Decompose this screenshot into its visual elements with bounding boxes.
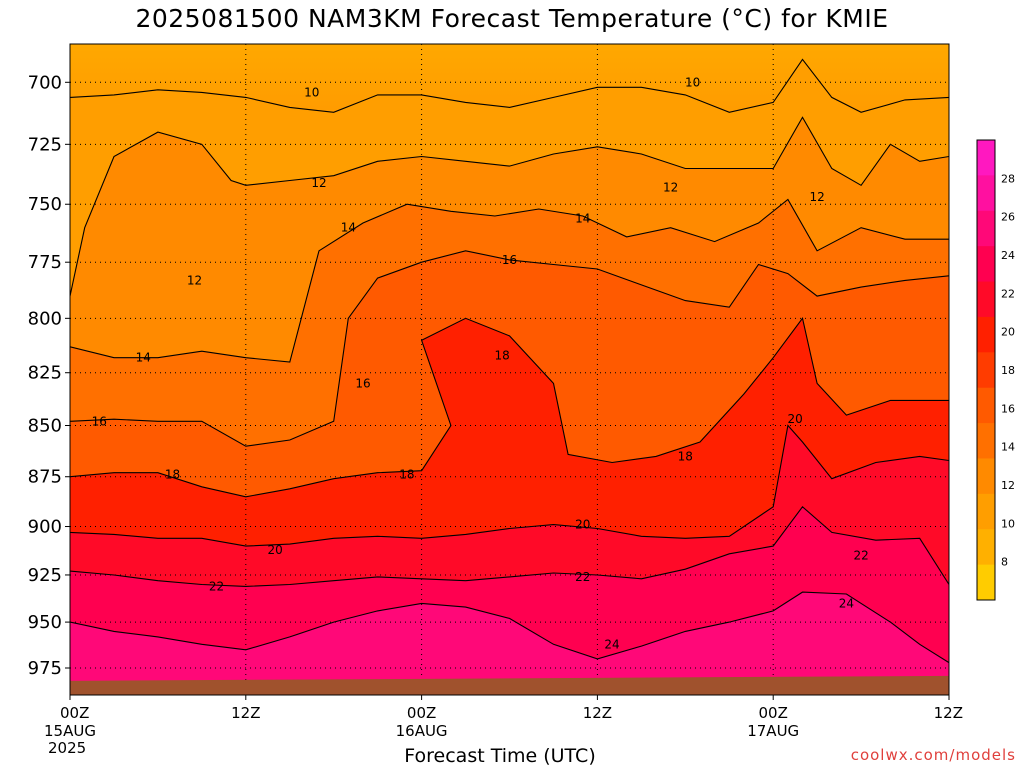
y-tick-label-925: 925: [28, 565, 62, 586]
contour-label-14: 14: [136, 351, 151, 365]
colorbar-tick-26: 26: [1001, 211, 1015, 224]
contour-line-12: [70, 116, 949, 297]
colorbar-tick-24: 24: [1001, 249, 1015, 262]
contour-label-10: 10: [304, 85, 319, 99]
colorbar-tick-18: 18: [1001, 364, 1015, 377]
contour-label-20: 20: [788, 412, 803, 426]
contour-label-14: 14: [575, 211, 590, 225]
site-credit: coolwx.com/models: [850, 746, 1016, 764]
colorbar-segment: [977, 387, 995, 424]
colorbar-tick-14: 14: [1001, 441, 1015, 454]
contour-line-20: [70, 424, 949, 547]
x-tick-date: 17AUG: [747, 722, 799, 740]
y-tick-label-775: 775: [28, 252, 62, 273]
contour-label-12: 12: [810, 190, 825, 204]
y-tick-label-850: 850: [28, 415, 62, 436]
colorbar-segment: [977, 352, 995, 389]
colorbar-tick-8: 8: [1001, 556, 1008, 569]
contour-label-18: 18: [165, 468, 180, 482]
colorbar-frame: [976, 139, 996, 601]
colorbar-segment: [977, 564, 995, 601]
contour-label-24: 24: [604, 637, 619, 651]
contour-line-14: [70, 198, 949, 363]
contour-label-24: 24: [839, 596, 854, 610]
x-axis-label: Forecast Time (UTC): [404, 745, 596, 767]
x-tick-year: 2025: [48, 739, 86, 757]
colorbar-segment: [977, 529, 995, 566]
x-tick-label: 00Z: [407, 704, 436, 722]
contour-label-14: 14: [341, 221, 356, 235]
colorbar-segment: [977, 316, 995, 353]
contour-line-10: [70, 58, 949, 113]
contour-label-12: 12: [663, 181, 678, 195]
y-tick-label-700: 700: [28, 72, 62, 93]
colorbar-segment: [977, 458, 995, 495]
contour-label-12: 12: [311, 176, 326, 190]
colorbar-segment: [977, 175, 995, 212]
contour-label-20: 20: [267, 543, 282, 557]
contour-label-22: 22: [209, 579, 224, 593]
y-tick-label-900: 900: [28, 517, 62, 538]
y-tick-label-800: 800: [28, 308, 62, 329]
contour-line-24: [70, 591, 949, 664]
chart-title: 2025081500 NAM3KM Forecast Temperature (…: [135, 4, 889, 33]
x-tick-label: 12Z: [231, 704, 260, 722]
y-tick-label-975: 975: [28, 658, 62, 679]
y-tick-label-825: 825: [28, 363, 62, 384]
x-tick-label: 00Z: [759, 704, 788, 722]
y-tick-label-875: 875: [28, 467, 62, 488]
colorbar-tick-28: 28: [1001, 172, 1015, 185]
y-tick-label-950: 950: [28, 612, 62, 633]
contour-label-18: 18: [678, 449, 693, 463]
x-tick-label: 12Z: [934, 704, 963, 722]
x-tick-date: 15AUG: [44, 722, 96, 740]
plot-frame: [69, 43, 950, 696]
colorbar-segment: [977, 493, 995, 530]
colorbar-tick-12: 12: [1001, 479, 1015, 492]
contour-label-16: 16: [502, 253, 517, 267]
colorbar-segment: [977, 281, 995, 318]
x-tick-label: 00Z: [60, 704, 89, 722]
colorbar-segment: [977, 140, 995, 176]
contour-label-18: 18: [399, 468, 414, 482]
contour-label-16: 16: [355, 376, 370, 390]
contour-label-12: 12: [187, 273, 202, 287]
contour-label-20: 20: [575, 518, 590, 532]
temperature-band-24: [70, 592, 949, 695]
contour-label-16: 16: [92, 414, 107, 428]
y-tick-label-725: 725: [28, 134, 62, 155]
colorbar-segment: [977, 246, 995, 283]
colorbar-segment: [977, 210, 995, 247]
contour-label-22: 22: [853, 549, 868, 563]
x-tick-label: 12Z: [583, 704, 612, 722]
contour-line-16: [70, 250, 949, 447]
y-tick-label-750: 750: [28, 194, 62, 215]
contour-label-18: 18: [495, 348, 510, 362]
contour-line-18: [70, 317, 949, 498]
contour-line-22: [70, 505, 949, 587]
colorbar-tick-22: 22: [1001, 287, 1015, 300]
contour-label-10: 10: [685, 75, 700, 89]
colorbar-tick-20: 20: [1001, 326, 1015, 339]
ground-terrain: [70, 675, 949, 695]
contour-label-22: 22: [575, 570, 590, 584]
colorbar-segment: [977, 423, 995, 459]
colorbar-tick-10: 10: [1001, 517, 1015, 530]
x-tick-date: 16AUG: [396, 722, 448, 740]
colorbar-tick-16: 16: [1001, 402, 1015, 415]
